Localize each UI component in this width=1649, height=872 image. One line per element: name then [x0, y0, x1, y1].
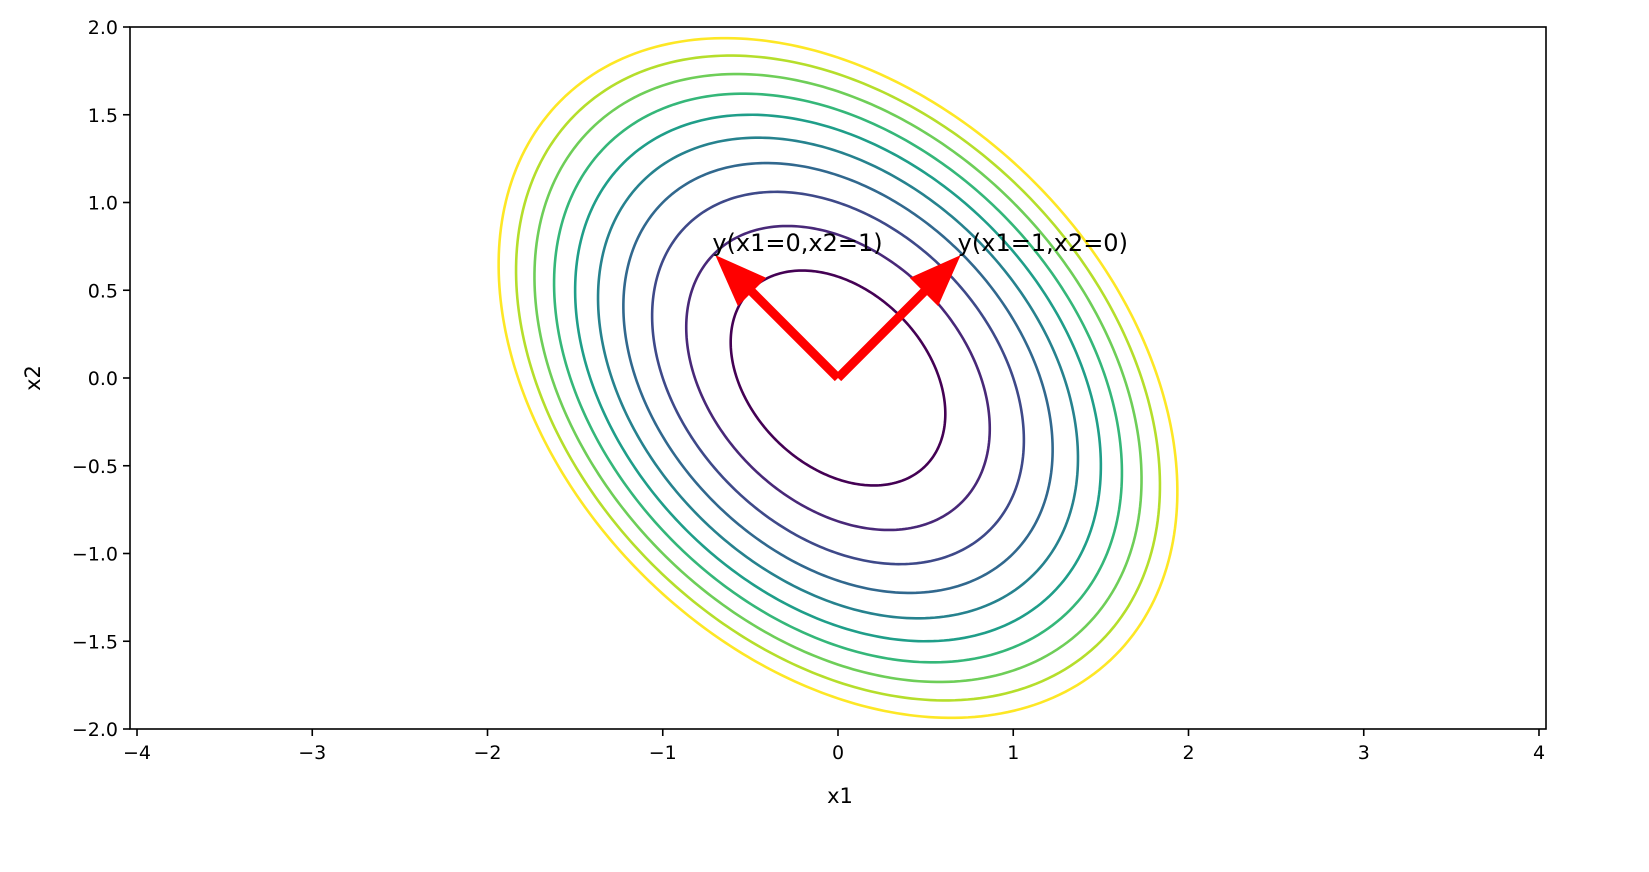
arrow-shaft: [746, 285, 842, 382]
contour-line: [650, 190, 1026, 566]
y-tick-label: −2.0: [72, 719, 118, 741]
contour-line: [684, 224, 992, 532]
x-tick-label: 1: [1007, 742, 1019, 764]
x-axis-label: x1: [827, 784, 853, 808]
annotation: y(x1=0,x2=1): [712, 229, 882, 257]
y-tick-label: 2.0: [88, 17, 118, 39]
contour-line: [729, 269, 947, 487]
x-tick-label: 4: [1533, 742, 1545, 764]
arrow-head: [909, 255, 961, 307]
contour-line: [552, 92, 1124, 664]
contour-line: [573, 113, 1103, 643]
y-tick-label: −1.5: [72, 631, 118, 653]
contour-line: [514, 54, 1162, 702]
y-tick-label: −1.0: [72, 544, 118, 566]
y-tick-label: −0.5: [72, 456, 118, 478]
y-tick-label: 0.0: [88, 368, 118, 390]
x-tick-label: −1: [649, 742, 677, 764]
y-tick-label: 1.0: [88, 193, 118, 215]
y-tick-label: 1.5: [88, 105, 118, 127]
x-tick-label: −2: [473, 742, 501, 764]
x-tick-label: 2: [1182, 742, 1194, 764]
x-tick-label: −3: [298, 742, 326, 764]
arrow-shaft: [834, 285, 930, 382]
contour-line: [533, 72, 1143, 684]
x-tick-label: 0: [832, 742, 844, 764]
x-tick-label: 3: [1358, 742, 1370, 764]
contour-line: [622, 161, 1054, 595]
x-tick-label: −4: [123, 742, 151, 764]
annotation: y(x1=1,x2=0): [958, 229, 1128, 257]
y-tick-label: 0.5: [88, 280, 118, 302]
arrow-head: [715, 255, 767, 307]
contour-line: [497, 36, 1179, 720]
y-axis-label: x2: [21, 365, 45, 391]
contour-line: [596, 136, 1080, 620]
